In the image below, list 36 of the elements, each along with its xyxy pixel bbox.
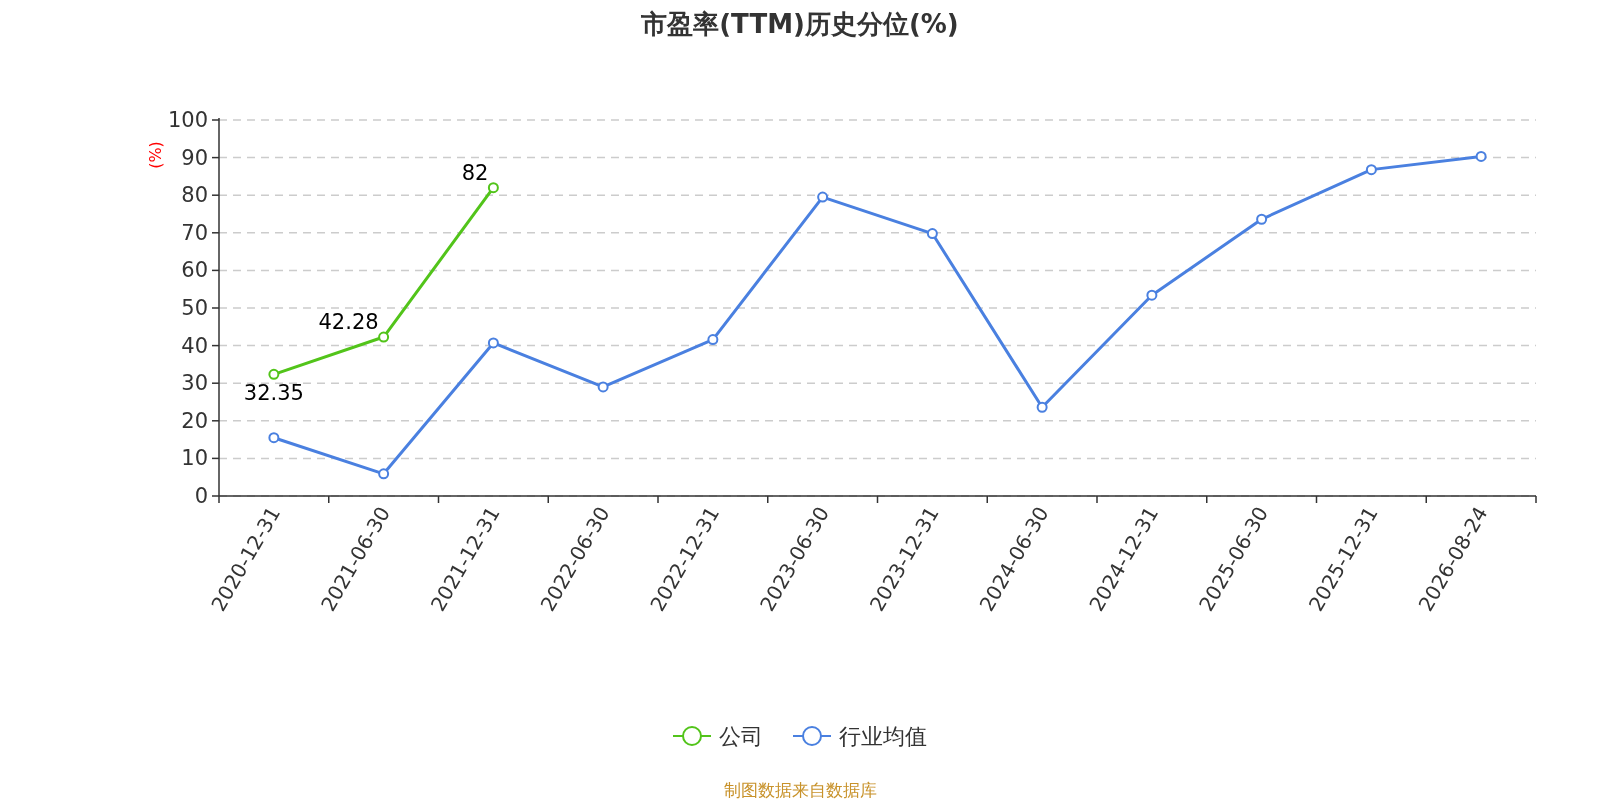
point xyxy=(487,337,499,349)
point xyxy=(926,228,938,240)
point xyxy=(1256,213,1268,225)
value-label: 42.28 xyxy=(318,310,379,335)
ylabel: (%) xyxy=(146,141,165,169)
y-tick-label: 70 xyxy=(181,220,208,245)
point xyxy=(817,191,829,203)
value-label: 82 xyxy=(461,160,489,185)
point xyxy=(597,381,609,393)
title: 市盈率(TTM)历史分位(%) xyxy=(641,9,959,39)
point xyxy=(707,334,719,346)
y-tick-label: 20 xyxy=(181,408,208,433)
y-tick-label: 0 xyxy=(194,484,208,508)
y-tick-label: 60 xyxy=(181,258,208,283)
point xyxy=(1475,150,1487,162)
y-tick-label: 10 xyxy=(181,446,208,471)
annotation: 制图数据来自数据库 xyxy=(723,780,877,800)
point xyxy=(487,182,499,194)
point xyxy=(1036,401,1048,413)
y-tick-label: 90 xyxy=(181,145,208,170)
legend-label: 公司 xyxy=(719,724,763,749)
y-tick-label: 50 xyxy=(181,296,208,320)
y-tick-label: 80 xyxy=(181,183,208,208)
point xyxy=(378,468,390,480)
point xyxy=(1146,289,1158,301)
y-tick-label: 30 xyxy=(181,371,208,396)
y-tick-label: 100 xyxy=(167,108,208,132)
legend-label: 行业均值 xyxy=(839,724,927,749)
point xyxy=(378,331,390,343)
legend-item: 公司 xyxy=(672,724,763,749)
point xyxy=(268,432,280,444)
point xyxy=(1365,164,1377,176)
legend-item: 行业均值 xyxy=(792,724,927,749)
point xyxy=(268,368,280,380)
y-tick-label: 40 xyxy=(181,333,208,358)
value-label: 32.35 xyxy=(243,381,304,406)
